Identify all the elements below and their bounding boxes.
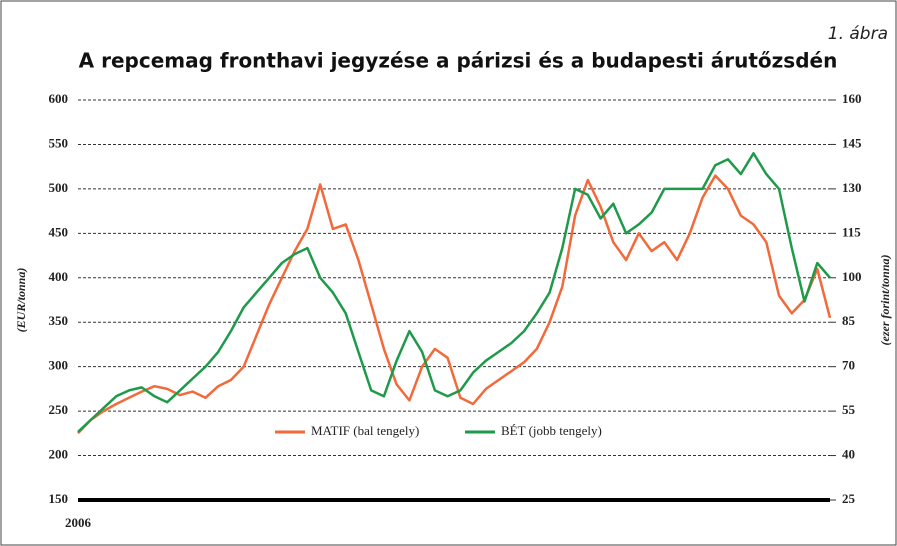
- y2-tick-label: 70: [842, 358, 855, 373]
- y-tick-label: 300: [49, 358, 69, 373]
- y-tick-label: 200: [49, 447, 69, 462]
- y-tick-label: 600: [49, 91, 69, 106]
- y2-tick-label: 145: [842, 135, 862, 150]
- y-tick-label: 250: [49, 402, 69, 417]
- y2-axis-label: (ezer forint/tonna): [878, 254, 892, 345]
- legend-label: MATIF (bal tengely): [311, 423, 419, 438]
- y-tick-label: 400: [49, 269, 69, 284]
- chart-title: A repcemag fronthavi jegyzése a párizsi …: [79, 49, 838, 73]
- x-tick-label: 2006: [65, 515, 92, 530]
- legend-label: BÉT (jobb tengely): [501, 423, 602, 438]
- y-tick-label: 550: [49, 135, 69, 150]
- y2-tick-label: 100: [842, 269, 862, 284]
- y-tick-label: 150: [49, 491, 69, 506]
- line-series: [77, 174, 832, 435]
- y2-tick-label: 85: [842, 313, 856, 328]
- y2-tick-label: 130: [842, 180, 862, 195]
- y2-tick-label: 40: [842, 447, 855, 462]
- y-tick-label: 350: [49, 313, 69, 328]
- y2-tick-label: 115: [842, 224, 861, 239]
- y2-tick-label: 160: [842, 91, 862, 106]
- y-tick-label: 450: [49, 224, 69, 239]
- y2-tick-label: 55: [842, 402, 856, 417]
- line-series: [77, 152, 831, 433]
- figure-label: 1. ábra: [828, 24, 888, 44]
- y-tick-label: 500: [49, 180, 69, 195]
- y-axis-label: (EUR/tonna): [14, 268, 28, 333]
- y2-tick-label: 25: [842, 491, 856, 506]
